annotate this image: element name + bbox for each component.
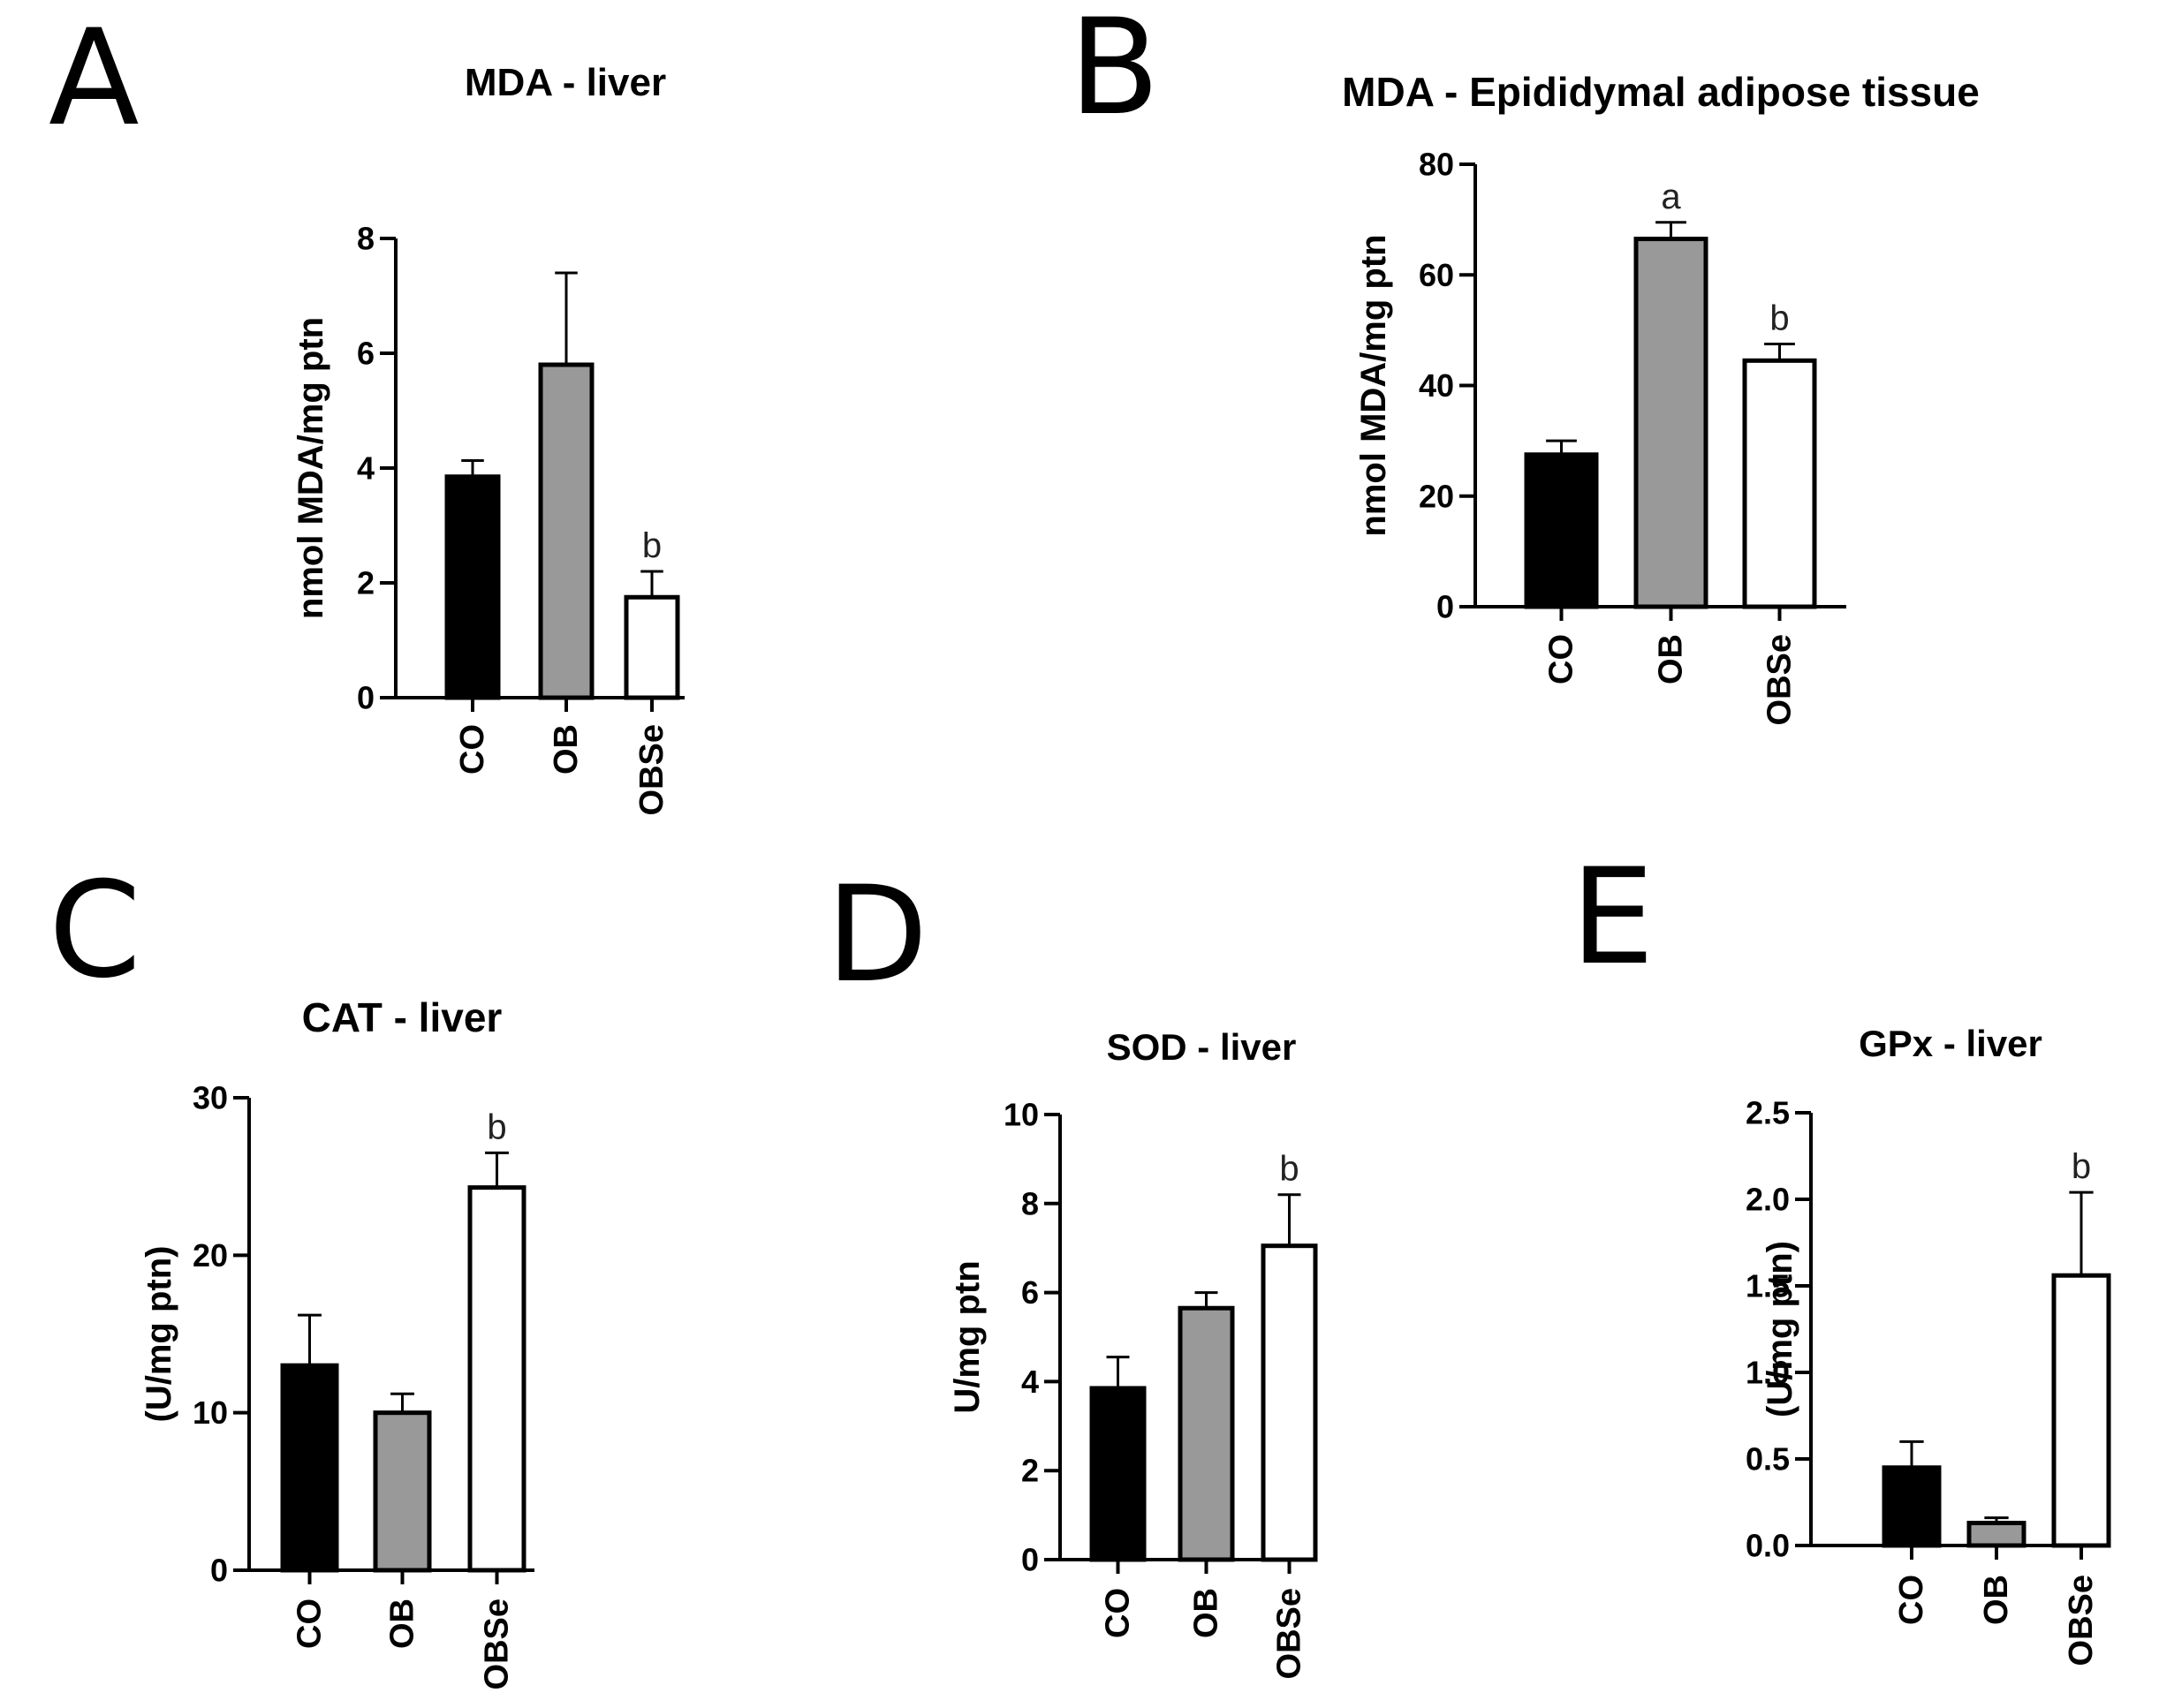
category-label-b-ob: OB — [1653, 634, 1690, 684]
bar-c-co — [280, 1363, 339, 1573]
y-tick-label-e: 2.5 — [1746, 1095, 1790, 1131]
y-tick-label-d: 4 — [1021, 1364, 1039, 1400]
panel-c: C CAT - liver (U/mg ptn) 0 10 20 30 CO OB b OBSe — [49, 854, 534, 1689]
category-label-c-co: CO — [292, 1598, 329, 1649]
significance-label-b-ob: a — [1661, 178, 1681, 216]
chart-title-e: GPx - liver — [1859, 1023, 2042, 1064]
category-label-c-ob: OB — [384, 1598, 421, 1649]
panel-letter-c: C — [49, 854, 141, 1008]
bar-e-co — [1882, 1465, 1942, 1548]
category-label-c-obse: OBSe — [479, 1598, 516, 1689]
y-tick-label-e: 2.0 — [1746, 1182, 1790, 1218]
y-axis-label-a: nmol MDA/mg ptn — [292, 317, 330, 619]
y-tick-label-b: 60 — [1419, 257, 1454, 293]
y-axis-label-b: nmol MDA/mg ptn — [1354, 234, 1393, 536]
category-label-b-obse: OBSe — [1761, 634, 1799, 725]
y-tick-label-a: 4 — [357, 450, 375, 487]
bar-b-ob — [1633, 237, 1708, 609]
chart-title-b: MDA - Epididymal adipose tissue — [1342, 69, 1980, 115]
category-label-e-co: CO — [1893, 1575, 1930, 1625]
chart-title-a: MDA - liver — [465, 61, 666, 104]
y-axis-label-d: U/mg ptn — [948, 1260, 987, 1413]
bar-d-co — [1089, 1386, 1147, 1562]
panel-letter-d: D — [826, 858, 928, 1012]
y-tick-label-b: 20 — [1419, 478, 1454, 514]
bar-c-obse — [467, 1185, 526, 1573]
category-label-d-co: CO — [1100, 1588, 1137, 1638]
bar-d-obse — [1261, 1243, 1318, 1562]
significance-label-e-obse: b — [2072, 1147, 2091, 1186]
y-axis-label-e: (U/mg ptn) — [1761, 1241, 1799, 1417]
bar-a-obse — [624, 594, 680, 700]
category-label-b-co: CO — [1543, 634, 1580, 684]
y-tick-label-a: 8 — [357, 221, 375, 257]
category-label-e-ob: OB — [1978, 1575, 2015, 1625]
bar-a-co — [444, 474, 501, 700]
bar-b-co — [1524, 452, 1599, 609]
panel-e: E GPx - liver (U/mg ptn) 0.0 0.5 1.0 1.5 2.0 2.5… — [1571, 841, 2111, 1666]
y-tick-label-d: 10 — [1004, 1097, 1039, 1133]
y-tick-label-c: 10 — [193, 1394, 228, 1431]
bar-b-obse — [1742, 358, 1817, 609]
y-tick-label-e: 0.5 — [1746, 1441, 1790, 1477]
category-label-a-co: CO — [454, 724, 491, 775]
y-tick-label-c: 20 — [193, 1237, 228, 1273]
bar-c-ob — [373, 1410, 432, 1573]
y-tick-label-b: 40 — [1419, 367, 1454, 404]
panel-b: B MDA - Epididymal adipose tissue nmol MDA… — [1069, 0, 1980, 725]
bar-e-obse — [2051, 1273, 2111, 1548]
category-label-e-obse: OBSe — [2063, 1575, 2100, 1666]
panel-a: A MDA - liver nmol MDA/mg ptn 0 2 4 6 8 CO OB b OBS… — [49, 2, 685, 815]
y-tick-label-e: 0.0 — [1746, 1528, 1790, 1564]
panel-d: D SOD - liver U/mg ptn 0 2 4 6 8 10 CO OB b OBSe — [826, 858, 1318, 1679]
significance-label-c-obse: b — [487, 1107, 506, 1146]
y-tick-label-a: 2 — [357, 565, 375, 601]
y-tick-label-a: 0 — [357, 680, 375, 716]
significance-label-b-obse: b — [1769, 299, 1789, 338]
bar-d-ob — [1178, 1305, 1235, 1562]
y-tick-label-a: 6 — [357, 336, 375, 372]
y-tick-label-b: 80 — [1419, 147, 1454, 183]
chart-title-c: CAT - liver — [302, 994, 503, 1040]
category-label-a-ob: OB — [548, 724, 585, 775]
y-tick-label-e: 1.5 — [1746, 1268, 1790, 1304]
y-tick-label-d: 0 — [1021, 1542, 1039, 1578]
panel-letter-a: A — [49, 2, 140, 155]
y-tick-label-e: 1.0 — [1746, 1355, 1790, 1391]
panel-letter-e: E — [1571, 841, 1655, 994]
significance-label-a-obse: b — [642, 526, 662, 565]
y-tick-label-c: 30 — [193, 1080, 228, 1116]
chart-title-d: SOD - liver — [1107, 1026, 1297, 1068]
y-tick-label-d: 8 — [1021, 1185, 1039, 1221]
y-tick-label-d: 2 — [1021, 1453, 1039, 1489]
category-label-a-obse: OBSe — [633, 724, 670, 815]
panel-letter-b: B — [1069, 0, 1160, 145]
y-tick-label-b: 0 — [1436, 589, 1454, 625]
bar-a-ob — [538, 362, 595, 700]
bar-e-ob — [1966, 1521, 2026, 1548]
y-tick-label-d: 6 — [1021, 1274, 1039, 1311]
y-axis-label-c: (U/mg ptn) — [140, 1246, 178, 1423]
y-tick-label-c: 0 — [210, 1553, 228, 1589]
category-label-d-obse: OBSe — [1271, 1588, 1308, 1679]
significance-label-d-obse: b — [1279, 1150, 1299, 1189]
category-label-d-ob: OB — [1188, 1588, 1225, 1638]
